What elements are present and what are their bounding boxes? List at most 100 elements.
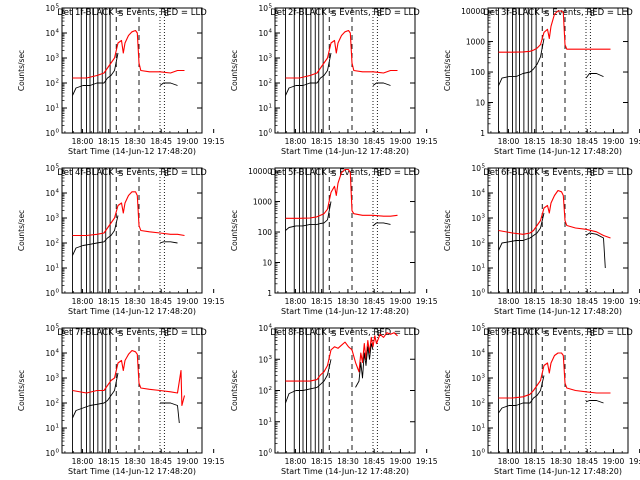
series-events-late [585, 232, 606, 269]
y-tick-label: 10 [45, 349, 55, 358]
y-tick-label: 10 [45, 4, 55, 13]
series-events-late [160, 402, 180, 424]
x-tick-label: 18:30 [550, 457, 572, 466]
y-tick-label: 10 [258, 449, 268, 458]
y-tick-label: 10 [258, 29, 268, 38]
y-tick-label: 10 [258, 104, 268, 113]
time-marker-lines [285, 8, 378, 133]
y-tick-exponent: 4 [482, 349, 486, 355]
x-tick-label: 18:15 [98, 297, 120, 306]
time-marker-lines [285, 328, 378, 453]
y-tick-exponent: 1 [482, 264, 486, 270]
series-events [285, 201, 332, 231]
plot-frame [487, 7, 629, 134]
series-events-late [585, 73, 604, 79]
x-tick-label: 19:15 [203, 457, 225, 466]
y-tick-exponent: 0 [482, 449, 486, 455]
series-events-late [372, 222, 391, 227]
y-tick-exponent: 2 [56, 399, 60, 405]
y-tick-exponent: 1 [56, 264, 60, 270]
y-tick-exponent: 2 [269, 79, 273, 85]
series-events [498, 375, 545, 414]
y-tick-label: 10 [475, 99, 485, 108]
series-events-late [355, 343, 374, 388]
x-tick-label: 19:00 [603, 457, 625, 466]
y-tick-label: 10 [471, 289, 481, 298]
y-tick-exponent: 4 [482, 189, 486, 195]
plot-frame [274, 167, 416, 294]
y-tick-label: 10 [258, 4, 268, 13]
time-marker-lines [498, 168, 591, 293]
y-tick-exponent: 3 [56, 54, 60, 60]
y-tick-exponent: 1 [269, 104, 273, 110]
x-tick-label: 19:15 [416, 137, 438, 146]
y-tick-label: 10 [471, 189, 481, 198]
y-tick-label: 10 [45, 214, 55, 223]
x-axis-label: Start Time (14-Jun-12 17:48:20) [68, 307, 196, 316]
y-tick-exponent: 5 [482, 164, 486, 170]
y-tick-label: 10000 [248, 167, 272, 176]
plot-frame [61, 7, 203, 134]
y-tick-exponent: 3 [482, 214, 486, 220]
x-tick-label: 19:00 [177, 457, 199, 466]
x-tick-label: 18:15 [98, 137, 120, 146]
x-tick-label: 18:30 [337, 137, 359, 146]
x-tick-label: 18:30 [550, 297, 572, 306]
y-tick-label: 1000 [253, 198, 272, 207]
x-tick-label: 18:15 [524, 137, 546, 146]
y-tick-label: 10 [471, 349, 481, 358]
y-tick-exponent: 4 [56, 29, 60, 35]
plot-frame [274, 7, 416, 134]
x-axis-label: Start Time (14-Jun-12 17:48:20) [494, 307, 622, 316]
series-events [72, 372, 119, 419]
start-marker-label: S [331, 9, 336, 18]
end-marker-label: E [590, 9, 595, 18]
x-tick-label: 18:45 [576, 137, 598, 146]
y-tick-label: 10 [45, 29, 55, 38]
end-marker-label: E [377, 329, 382, 338]
series-events-late [372, 82, 391, 86]
y-tick-exponent: 3 [269, 355, 273, 361]
x-tick-label: 18:15 [524, 457, 546, 466]
y-tick-label: 1000 [466, 38, 485, 47]
y-tick-exponent: 0 [482, 289, 486, 295]
y-axis-label: Counts/sec [230, 210, 239, 251]
start-marker-label: S [331, 169, 336, 178]
y-tick-exponent: 1 [482, 424, 486, 430]
x-axis-label: Start Time (14-Jun-12 17:48:20) [281, 307, 409, 316]
y-tick-label: 10 [45, 424, 55, 433]
y-axis-label: Counts/sec [230, 50, 239, 91]
y-tick-exponent: 5 [56, 4, 60, 10]
panel-title: Det 4f-BLACK = Events, RED = LLD [57, 168, 207, 178]
x-tick-label: 18:00 [72, 457, 94, 466]
x-axis-label: Start Time (14-Jun-12 17:48:20) [281, 147, 409, 156]
y-tick-label: 10 [45, 239, 55, 248]
panel-title: Det 9f-BLACK = Events, RED = LLD [483, 328, 633, 338]
y-tick-exponent: 4 [56, 189, 60, 195]
y-tick-label: 10 [471, 399, 481, 408]
y-axis-label: Counts/sec [443, 370, 452, 411]
series-events-late [159, 82, 178, 86]
x-tick-label: 18:45 [150, 457, 172, 466]
y-tick-exponent: 2 [482, 399, 486, 405]
x-tick-label: 18:15 [311, 297, 333, 306]
y-tick-label: 10 [471, 239, 481, 248]
x-tick-label: 19:15 [203, 297, 225, 306]
x-tick-label: 18:00 [498, 297, 520, 306]
y-tick-label: 100 [471, 68, 486, 77]
y-tick-label: 10 [471, 264, 481, 273]
x-tick-label: 18:30 [550, 137, 572, 146]
series-events [498, 38, 545, 86]
time-marker-lines [285, 168, 378, 293]
time-marker-lines [498, 8, 591, 133]
x-tick-label: 18:00 [285, 137, 307, 146]
series-events [72, 52, 119, 96]
end-marker-label: E [164, 9, 169, 18]
y-tick-label: 10 [471, 449, 481, 458]
x-tick-label: 18:00 [285, 297, 307, 306]
time-marker-lines [72, 328, 165, 453]
x-tick-label: 18:00 [72, 297, 94, 306]
y-tick-exponent: 3 [482, 374, 486, 380]
